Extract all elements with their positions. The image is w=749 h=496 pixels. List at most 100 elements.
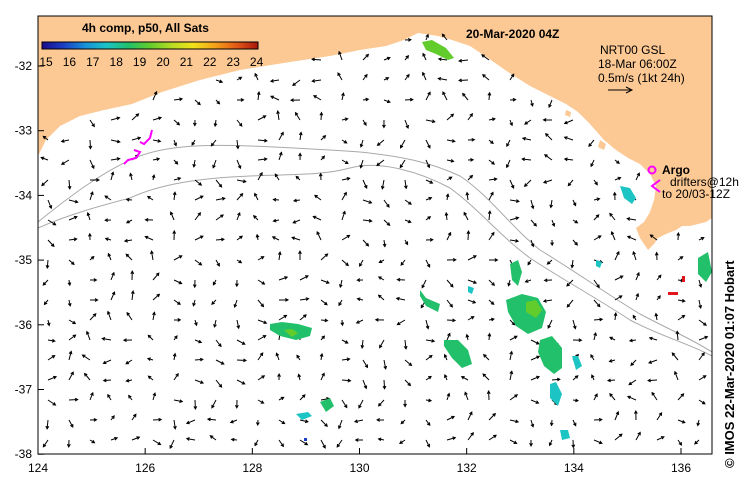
current-vector <box>341 159 349 165</box>
current-vector <box>404 179 408 190</box>
current-vector <box>441 33 448 41</box>
current-vector <box>696 419 701 427</box>
current-vector <box>425 439 430 448</box>
current-vector <box>362 359 369 369</box>
current-vector <box>150 250 154 261</box>
current-vector <box>606 378 616 383</box>
current-vector <box>549 199 553 209</box>
current-vector <box>236 339 246 345</box>
current-vector <box>376 139 385 146</box>
current-vector <box>298 152 302 161</box>
colorbar-tick-label: 16 <box>63 55 77 69</box>
current-vector <box>572 419 577 427</box>
current-vector <box>123 238 133 243</box>
sst-patch <box>320 398 334 412</box>
current-vector <box>172 191 177 201</box>
current-vector <box>312 215 322 221</box>
current-vector <box>146 195 154 201</box>
current-vector <box>257 171 263 181</box>
current-vector <box>676 231 681 241</box>
sst-patch <box>620 186 636 204</box>
current-vector <box>377 276 385 281</box>
current-vector <box>215 99 221 105</box>
sst-patch <box>572 356 582 370</box>
current-vector <box>130 290 135 301</box>
current-vector <box>298 131 303 141</box>
current-vector <box>101 337 112 341</box>
current-vector <box>362 218 373 223</box>
current-vector <box>89 439 96 444</box>
current-vector <box>362 73 368 81</box>
current-vector <box>67 179 72 190</box>
current-vector <box>42 135 49 141</box>
current-vector <box>255 233 260 241</box>
current-vector <box>509 73 515 81</box>
current-vector <box>236 211 241 221</box>
current-vector <box>572 375 579 381</box>
land-mass <box>38 16 712 250</box>
current-vector <box>404 55 410 61</box>
current-vector <box>403 339 408 350</box>
current-vector <box>463 211 469 221</box>
current-vector <box>614 275 624 281</box>
current-vector <box>542 179 553 184</box>
current-vector <box>698 299 703 309</box>
current-vector <box>425 398 433 403</box>
current-vector <box>278 131 284 141</box>
y-tick-label: -33 <box>15 124 33 138</box>
current-vector <box>257 335 267 341</box>
current-vector <box>295 175 301 181</box>
current-vector <box>192 279 197 289</box>
current-vector <box>194 99 201 106</box>
current-vector <box>446 299 454 308</box>
current-vector <box>294 111 301 121</box>
current-vector <box>544 132 553 141</box>
current-vector <box>399 159 406 169</box>
current-vector <box>236 259 243 264</box>
current-vector <box>144 217 154 222</box>
current-vector <box>382 119 386 129</box>
current-vector <box>210 139 217 147</box>
current-vector <box>482 373 490 381</box>
current-vector <box>571 439 576 449</box>
current-vector <box>236 379 246 385</box>
current-vector <box>355 319 364 324</box>
current-vector <box>152 157 161 161</box>
current-vector <box>104 218 112 222</box>
current-vector <box>43 299 49 306</box>
current-vector <box>362 239 370 247</box>
current-vector <box>276 110 280 121</box>
current-vector <box>614 433 623 441</box>
sst-patch <box>284 329 298 337</box>
current-vector <box>656 295 661 301</box>
current-vector <box>425 375 432 381</box>
current-vector <box>656 436 665 441</box>
current-vector <box>649 234 658 241</box>
sst-patch <box>682 276 685 282</box>
current-vector <box>194 195 204 201</box>
current-vector <box>192 159 196 168</box>
current-vector <box>382 379 387 390</box>
current-vector <box>530 339 540 345</box>
current-vector <box>68 319 77 325</box>
current-vector <box>446 113 455 121</box>
current-vector <box>89 313 97 321</box>
current-vector <box>465 191 470 201</box>
current-vector <box>548 99 553 109</box>
current-vector <box>530 199 535 210</box>
current-vector <box>467 411 473 421</box>
argo-line2: to 20/03-12Z <box>662 187 730 201</box>
current-vector <box>173 399 184 403</box>
current-vector <box>404 199 412 205</box>
current-vector <box>437 57 448 62</box>
current-vector <box>144 235 154 241</box>
current-vector <box>614 295 623 301</box>
shelf-contour-2000m <box>38 165 712 357</box>
current-vector <box>152 116 163 121</box>
current-vector <box>362 119 367 127</box>
current-vector <box>400 419 406 425</box>
current-vector <box>628 338 637 343</box>
current-vector <box>339 279 343 289</box>
current-vector <box>396 277 406 282</box>
current-vector <box>675 330 680 341</box>
